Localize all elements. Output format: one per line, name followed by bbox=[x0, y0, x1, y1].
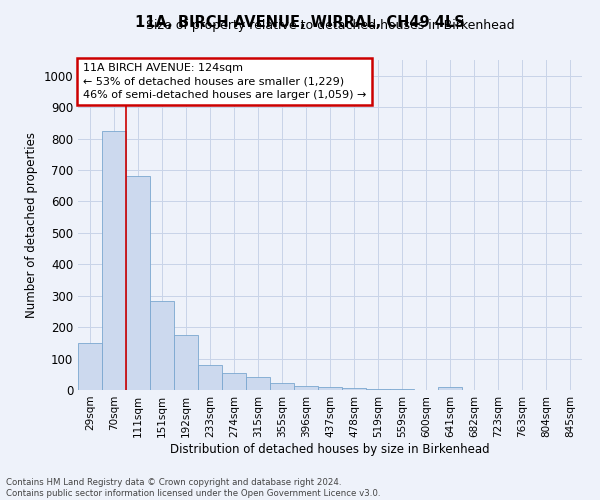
Bar bbox=[318, 388, 342, 390]
Bar bbox=[174, 335, 198, 390]
Bar bbox=[438, 387, 462, 390]
Text: Contains HM Land Registry data © Crown copyright and database right 2024.
Contai: Contains HM Land Registry data © Crown c… bbox=[6, 478, 380, 498]
Bar bbox=[366, 388, 390, 390]
Bar bbox=[294, 386, 318, 390]
Bar bbox=[222, 374, 246, 390]
Bar bbox=[198, 366, 222, 390]
Bar bbox=[78, 343, 102, 390]
Text: 11A BIRCH AVENUE: 124sqm
← 53% of detached houses are smaller (1,229)
46% of sem: 11A BIRCH AVENUE: 124sqm ← 53% of detach… bbox=[83, 64, 367, 100]
Y-axis label: Number of detached properties: Number of detached properties bbox=[25, 132, 38, 318]
Text: 11A, BIRCH AVENUE, WIRRAL, CH49 4LS: 11A, BIRCH AVENUE, WIRRAL, CH49 4LS bbox=[135, 15, 465, 30]
Bar bbox=[270, 383, 294, 390]
X-axis label: Distribution of detached houses by size in Birkenhead: Distribution of detached houses by size … bbox=[170, 442, 490, 456]
Bar bbox=[126, 176, 150, 390]
Bar bbox=[150, 301, 174, 390]
Bar bbox=[246, 377, 270, 390]
Title: Size of property relative to detached houses in Birkenhead: Size of property relative to detached ho… bbox=[146, 20, 514, 32]
Bar bbox=[102, 130, 126, 390]
Bar bbox=[342, 388, 366, 390]
